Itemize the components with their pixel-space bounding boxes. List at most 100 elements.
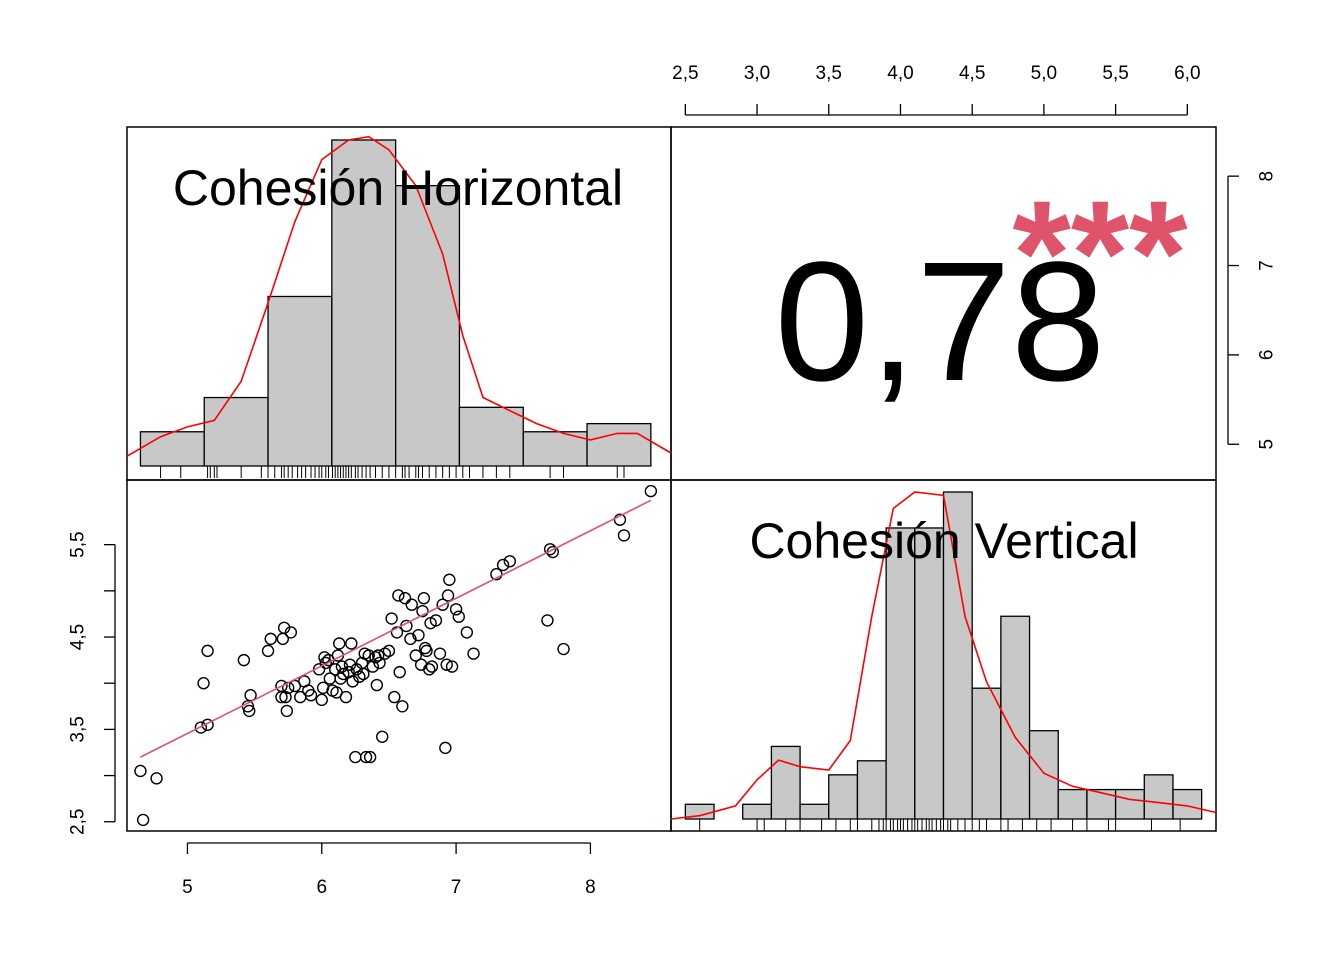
scatter-point-90 [445, 660, 459, 673]
scatter-point-103 [617, 529, 631, 542]
top-tick-label-1: 3,0 [744, 63, 770, 84]
significance-stars: *** [1012, 169, 1188, 337]
scatter-point-41 [339, 690, 353, 704]
scatter-point-102 [613, 513, 627, 526]
scatter-point-0 [134, 764, 147, 778]
scatter-point-80 [423, 663, 436, 676]
scatter-point-57 [370, 678, 384, 692]
scatter-point-101 [557, 642, 570, 656]
scatter-point-6 [201, 718, 214, 731]
scatter-point-82 [425, 660, 439, 673]
hist-v-bar-8 [914, 527, 945, 820]
hist-v-bar-12 [1028, 730, 1059, 820]
hist-v-bar-13 [1057, 788, 1088, 820]
hist-v-bar-9 [942, 491, 973, 820]
scatter-point-45 [346, 675, 359, 688]
hist-h-bar-5 [458, 406, 524, 467]
scatter-point-60 [376, 730, 389, 743]
scatter-point-74 [412, 628, 425, 642]
scatter-point-12 [264, 632, 277, 646]
scatter-point-66 [392, 589, 405, 602]
scatter-point-18 [280, 704, 294, 718]
histogram-cohesion-vertical [670, 491, 1217, 831]
scatter-point-11 [261, 644, 275, 658]
scatter-point-69 [398, 592, 412, 605]
hist-v-bar-16 [1143, 774, 1174, 820]
scatter-point-7 [237, 653, 251, 667]
scatter-point-68 [396, 700, 409, 713]
hist-h-bar-7 [586, 422, 652, 467]
bottom-tick-label-1: 6 [316, 877, 327, 898]
scatter-point-59 [373, 656, 386, 670]
scatter-point-14 [275, 679, 288, 693]
scatter-point-25 [304, 689, 318, 702]
hist-h-bar-2 [267, 295, 333, 467]
scatter-point-40 [337, 667, 350, 681]
scatter-point-95 [490, 568, 503, 581]
frame-bottom-left [126, 479, 672, 832]
scatter-point-100 [541, 614, 554, 627]
hist-v-bar-5 [828, 774, 859, 820]
scatter-point-71 [404, 632, 417, 646]
scatter-point-20 [284, 626, 298, 639]
scatter-point-73 [409, 649, 422, 662]
bottom-tick-label-2: 7 [451, 877, 462, 898]
scatter-point-63 [385, 612, 398, 625]
scatter-point-84 [433, 647, 447, 660]
hist-v-bar-7 [885, 527, 916, 820]
hist-v-bar-10 [971, 687, 1002, 820]
scatter-point-97 [503, 555, 517, 568]
panel-titles: Cohesión Horizontal Cohesión Vertical [173, 160, 1139, 569]
scatter-point-65 [390, 626, 404, 639]
scatter-point-79 [420, 644, 433, 658]
hist-h-density-curve [126, 135, 672, 457]
scatter-point-39 [335, 660, 349, 673]
scatter-point-55 [366, 660, 380, 673]
scatter-point-4 [197, 677, 210, 690]
scatter-point-3 [194, 721, 208, 734]
scatter-point-43 [343, 658, 357, 671]
scatter-point-16 [277, 621, 291, 634]
right-tick-label-0: 5 [1257, 439, 1278, 450]
scatter-point-37 [333, 637, 346, 650]
scatter-point-44 [345, 637, 358, 650]
scatter-point-77 [417, 592, 431, 605]
title-cohesion-vertical: Cohesión Vertical [749, 513, 1138, 569]
hist-h-bar-1 [203, 396, 269, 467]
hist-v-bar-3 [770, 745, 801, 820]
hist-v-bar-2 [742, 803, 773, 820]
scatter-panel [134, 484, 658, 827]
scatter-point-96 [496, 558, 510, 572]
scatter-point-93 [460, 626, 474, 639]
scatter-point-83 [429, 614, 443, 627]
top-tick-label-3: 4,0 [887, 63, 913, 84]
scatter-point-64 [388, 690, 401, 704]
left-tick-label-4: 4,5 [68, 624, 89, 650]
top-tick-label-5: 5,0 [1031, 63, 1057, 84]
scatter-point-27 [315, 693, 328, 707]
hist-v-density-curve [670, 491, 1217, 820]
title-cohesion-horizontal: Cohesión Horizontal [173, 160, 623, 216]
scatter-point-86 [439, 741, 452, 755]
right-tick-label-1: 6 [1257, 350, 1278, 361]
hist-v-bar-15 [1114, 788, 1145, 820]
right-tick-label-3: 8 [1257, 171, 1278, 182]
scatter-point-104 [644, 484, 658, 498]
scatter-point-62 [382, 644, 396, 658]
scatter-point-92 [452, 610, 465, 623]
scatter-point-30 [319, 656, 332, 670]
scatter-point-75 [414, 658, 428, 671]
scatter-point-52 [359, 750, 373, 764]
scatter-point-58 [371, 649, 385, 662]
scatter-point-91 [449, 603, 463, 616]
scatter-point-67 [393, 665, 406, 679]
scatter-point-1 [136, 813, 150, 827]
scatter-point-87 [440, 658, 453, 671]
correlation-panel: 0,78 *** [775, 169, 1189, 417]
bottom-tick-label-0: 5 [182, 877, 193, 898]
scatter-point-2 [150, 772, 163, 785]
correlation-value: 0,78 [775, 227, 1106, 417]
bottom-tick-label-3: 8 [585, 877, 596, 898]
scatter-point-89 [443, 573, 456, 586]
axes: 5 6 7 8 2,5 3,0 3,5 4,0 4,5 5,0 5,5 6,0 2,5 3,5 4,5 5,5… [68, 63, 1278, 898]
